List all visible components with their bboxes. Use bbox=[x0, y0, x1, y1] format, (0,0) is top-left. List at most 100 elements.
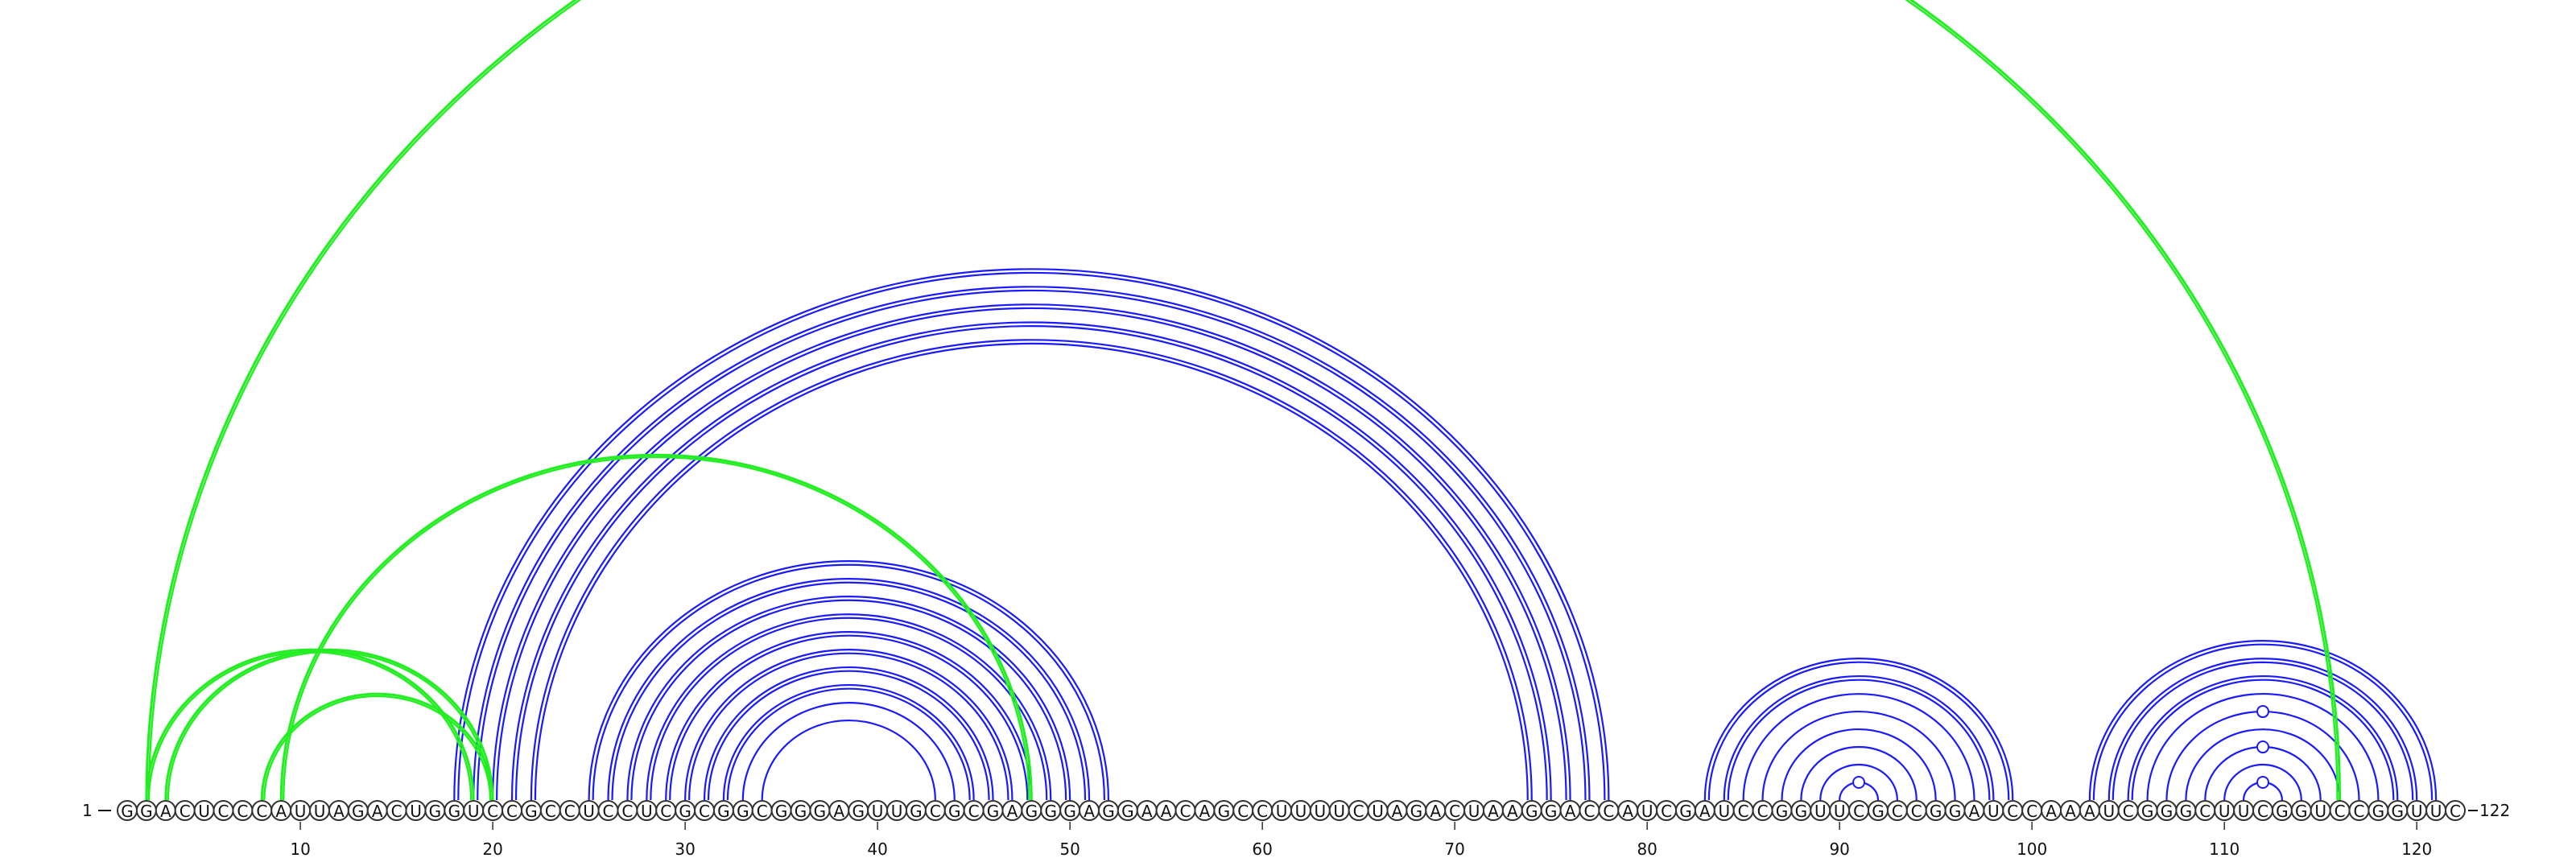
nucleotide: A bbox=[1136, 800, 1158, 821]
nucleotide: U bbox=[2310, 800, 2331, 821]
nucleotide: G bbox=[520, 800, 542, 821]
svg-text:U: U bbox=[1315, 802, 1327, 821]
svg-text:U: U bbox=[2411, 802, 2423, 821]
svg-text:A: A bbox=[2046, 802, 2057, 821]
nucleotide: C bbox=[2117, 800, 2139, 821]
nucleotide: U bbox=[1983, 800, 2004, 821]
nucleotide: C bbox=[2252, 800, 2273, 821]
svg-text:C: C bbox=[2026, 802, 2037, 821]
nucleotide: C bbox=[1252, 800, 1274, 821]
svg-text:C: C bbox=[1353, 802, 1364, 821]
svg-text:G: G bbox=[852, 802, 865, 821]
svg-text:C: C bbox=[1738, 802, 1749, 821]
nucleotide: U bbox=[2406, 800, 2428, 821]
nucleotide: G bbox=[1867, 800, 1889, 821]
end-label: 122 bbox=[2479, 801, 2510, 820]
arcs-layer bbox=[147, 0, 2438, 801]
nucleotide: A bbox=[1559, 800, 1581, 821]
nucleotide: C bbox=[482, 800, 504, 821]
nucleotide: U bbox=[1271, 800, 1293, 821]
nucleotide: G bbox=[2136, 800, 2158, 821]
nucleotide: G bbox=[982, 800, 1004, 821]
svg-text:A: A bbox=[1969, 802, 1980, 821]
nucleotide: A bbox=[2059, 800, 2081, 821]
svg-text:C: C bbox=[968, 802, 980, 821]
nucleotide: C bbox=[1656, 800, 1678, 821]
nucleotide: G bbox=[1059, 800, 1081, 821]
nucleotide: U bbox=[309, 800, 331, 821]
svg-text:G: G bbox=[1525, 802, 1538, 821]
svg-text:G: G bbox=[1795, 802, 1808, 821]
svg-text:G: G bbox=[2161, 802, 2174, 821]
svg-text:G: G bbox=[775, 802, 788, 821]
nucleotide: C bbox=[2021, 800, 2043, 821]
base-pair-arc bbox=[684, 648, 1013, 801]
tick-label: 110 bbox=[2209, 839, 2240, 858]
nucleotide: C bbox=[924, 800, 946, 821]
nucleotide: A bbox=[1963, 800, 1985, 821]
svg-text:A: A bbox=[2084, 802, 2095, 821]
svg-text:C: C bbox=[506, 802, 518, 821]
loop-marker bbox=[2256, 776, 2269, 790]
nucleotide: G bbox=[2368, 800, 2389, 821]
nucleotide: G bbox=[675, 800, 696, 821]
svg-text:C: C bbox=[564, 802, 576, 821]
base-pair-arc bbox=[493, 304, 1570, 800]
nucleotide: G bbox=[712, 800, 734, 821]
svg-text:C: C bbox=[2123, 802, 2134, 821]
svg-text:C: C bbox=[2199, 802, 2211, 821]
nucleotide: A bbox=[1694, 800, 1715, 821]
base-pair-arc bbox=[646, 613, 1052, 801]
nucleotide: G bbox=[1790, 800, 1812, 821]
nucleotide: C bbox=[2002, 800, 2024, 821]
svg-text:U: U bbox=[1372, 802, 1384, 821]
base-pair-arc bbox=[722, 684, 975, 801]
svg-text:A: A bbox=[1488, 802, 1499, 821]
svg-text:U: U bbox=[198, 802, 210, 821]
svg-text:C: C bbox=[256, 802, 267, 821]
base-pair-arc bbox=[530, 339, 1533, 801]
svg-text:G: G bbox=[1121, 802, 1134, 821]
svg-text:G: G bbox=[814, 802, 827, 821]
nucleotide: U bbox=[1328, 800, 1350, 821]
nucleotide: G bbox=[905, 800, 927, 821]
svg-text:U: U bbox=[2238, 802, 2250, 821]
nucleotide: A bbox=[1155, 800, 1177, 821]
svg-text:A: A bbox=[160, 802, 171, 821]
svg-text:C: C bbox=[391, 802, 402, 821]
svg-text:C: C bbox=[603, 802, 614, 821]
base-pair-arc bbox=[607, 578, 1091, 801]
svg-text:U: U bbox=[2314, 802, 2326, 821]
nucleotide: C bbox=[1598, 800, 1620, 821]
svg-text:G: G bbox=[1026, 802, 1038, 821]
svg-text:A: A bbox=[333, 802, 345, 821]
nucleotide: C bbox=[1232, 800, 1254, 821]
svg-text:C: C bbox=[487, 802, 498, 821]
svg-text:G: G bbox=[2392, 802, 2405, 821]
nucleotide: A bbox=[328, 800, 349, 821]
base-pair-arc bbox=[1723, 675, 1995, 801]
svg-text:G: G bbox=[910, 802, 923, 821]
svg-text:A: A bbox=[1699, 802, 1711, 821]
svg-text:A: A bbox=[1084, 802, 1095, 821]
nucleotide: C bbox=[2445, 800, 2466, 821]
svg-text:C: C bbox=[930, 802, 941, 821]
nucleotide: U bbox=[1713, 800, 1735, 821]
svg-text:G: G bbox=[717, 802, 730, 821]
nucleotide: G bbox=[2156, 800, 2178, 821]
svg-text:U: U bbox=[1276, 802, 1288, 821]
nucleotide: C bbox=[2194, 800, 2216, 821]
nucleotide: U bbox=[1637, 800, 1658, 821]
nucleotide: G bbox=[347, 800, 369, 821]
svg-text:C: C bbox=[621, 802, 633, 821]
base-pair-arc bbox=[703, 666, 994, 801]
base-pair-arc bbox=[2146, 692, 2380, 801]
svg-text:G: G bbox=[1410, 802, 1423, 821]
svg-text:C: C bbox=[2334, 802, 2346, 821]
svg-text:C: C bbox=[545, 802, 556, 821]
nucleotide: G bbox=[1771, 800, 1793, 821]
svg-text:A: A bbox=[1430, 802, 1441, 821]
nucleotide: A bbox=[1501, 800, 1523, 821]
nucleotide: G bbox=[117, 800, 138, 821]
nucleotide: C bbox=[597, 800, 619, 821]
